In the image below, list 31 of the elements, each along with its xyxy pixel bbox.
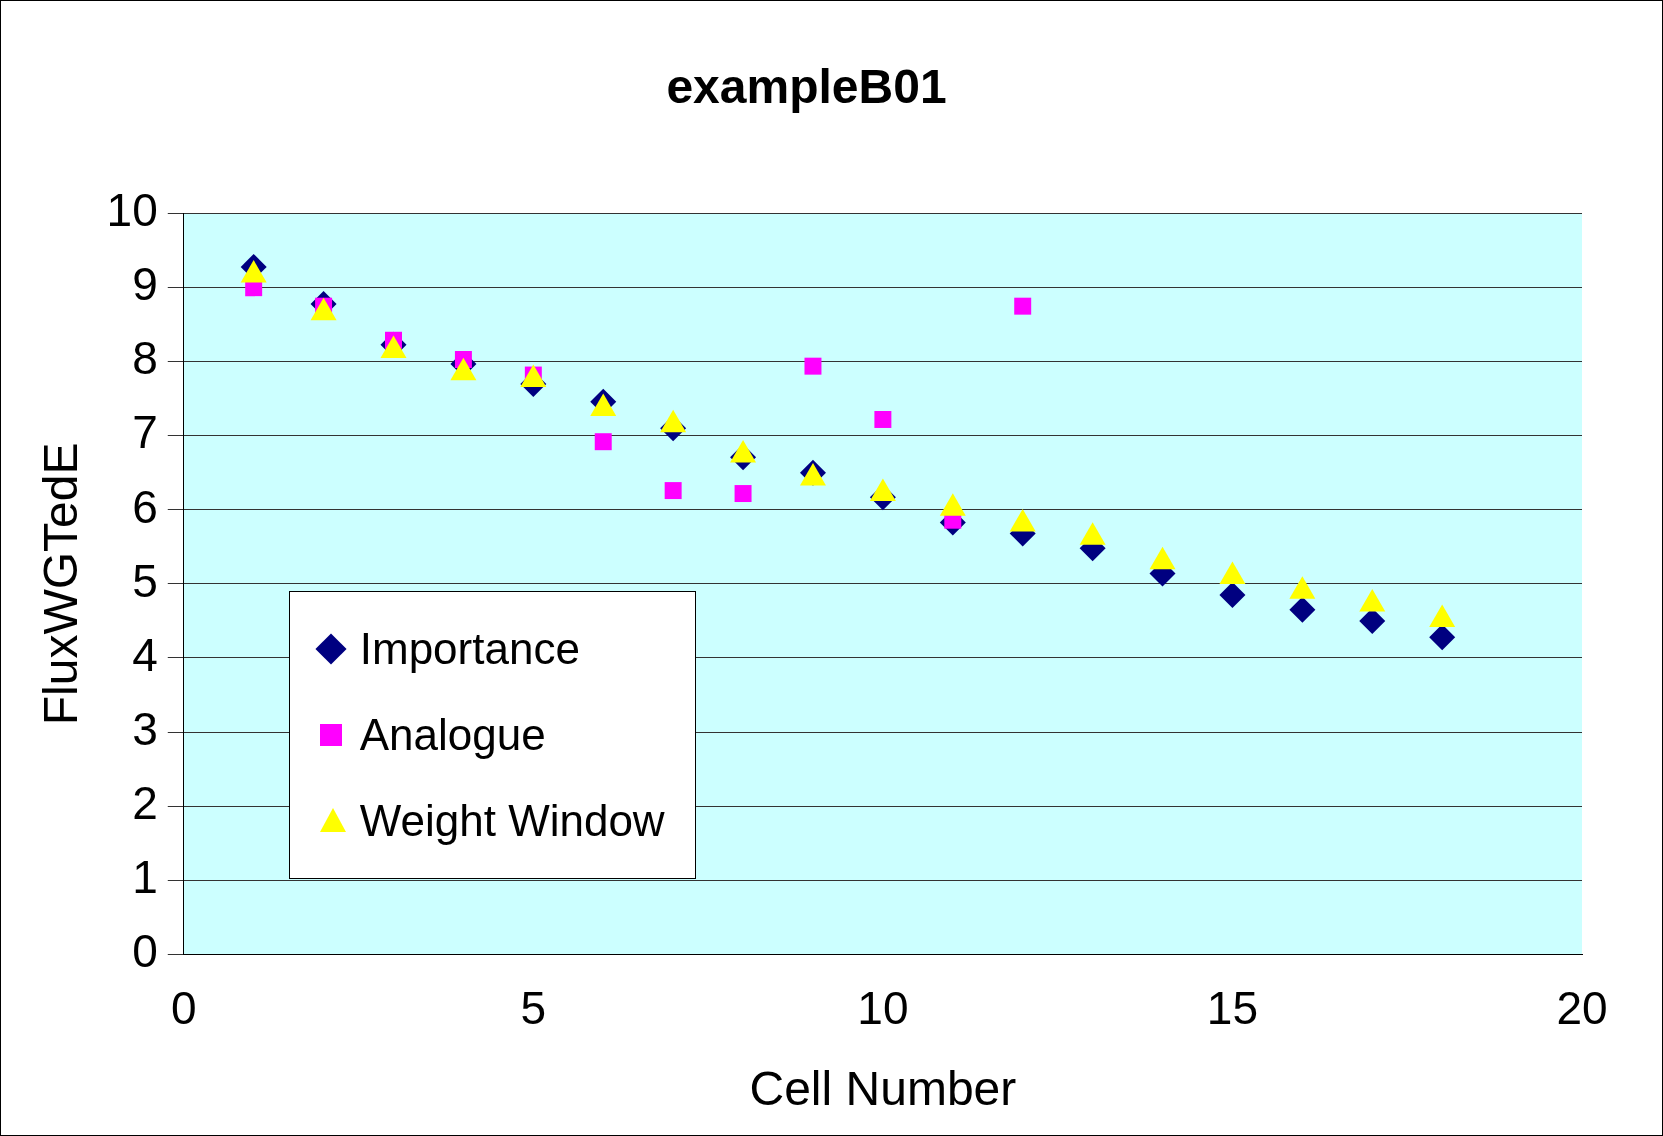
y-tick-label: 2 (132, 776, 158, 829)
point (734, 485, 752, 503)
point (874, 411, 892, 428)
y-tick-label: 0 (132, 924, 158, 977)
x-tick-label: 0 (170, 982, 197, 1035)
point (1289, 596, 1316, 623)
y-tick-label: 3 (132, 702, 158, 755)
point (594, 433, 612, 451)
x-tick-label: 10 (857, 982, 909, 1035)
legend-label: Weight Window (359, 795, 665, 848)
y-tick-label: 4 (132, 628, 158, 681)
legend-label: Analogue (359, 709, 547, 762)
legend-label: Importance (359, 623, 581, 676)
point (1014, 297, 1032, 315)
y-tick-label: 9 (132, 258, 158, 311)
y-tick-label: 6 (132, 480, 158, 533)
chart-title: exampleB01 (666, 60, 947, 114)
x-tick-label: 20 (1556, 982, 1608, 1035)
point (1429, 624, 1456, 651)
x-axis-title: Cell Number (749, 1062, 1017, 1116)
point (1219, 582, 1246, 609)
y-tick-label: 1 (132, 850, 158, 903)
y-tick-label: 7 (132, 406, 158, 459)
y-axis-title: FluxWGTedE (34, 442, 88, 726)
point (664, 482, 682, 500)
y-tick-label: 10 (106, 184, 158, 237)
x-tick-label: 15 (1206, 982, 1259, 1035)
x-tick-label: 5 (520, 982, 547, 1035)
y-tick-label: 5 (132, 554, 158, 607)
y-tick-label: 8 (132, 332, 158, 385)
point (804, 357, 822, 375)
